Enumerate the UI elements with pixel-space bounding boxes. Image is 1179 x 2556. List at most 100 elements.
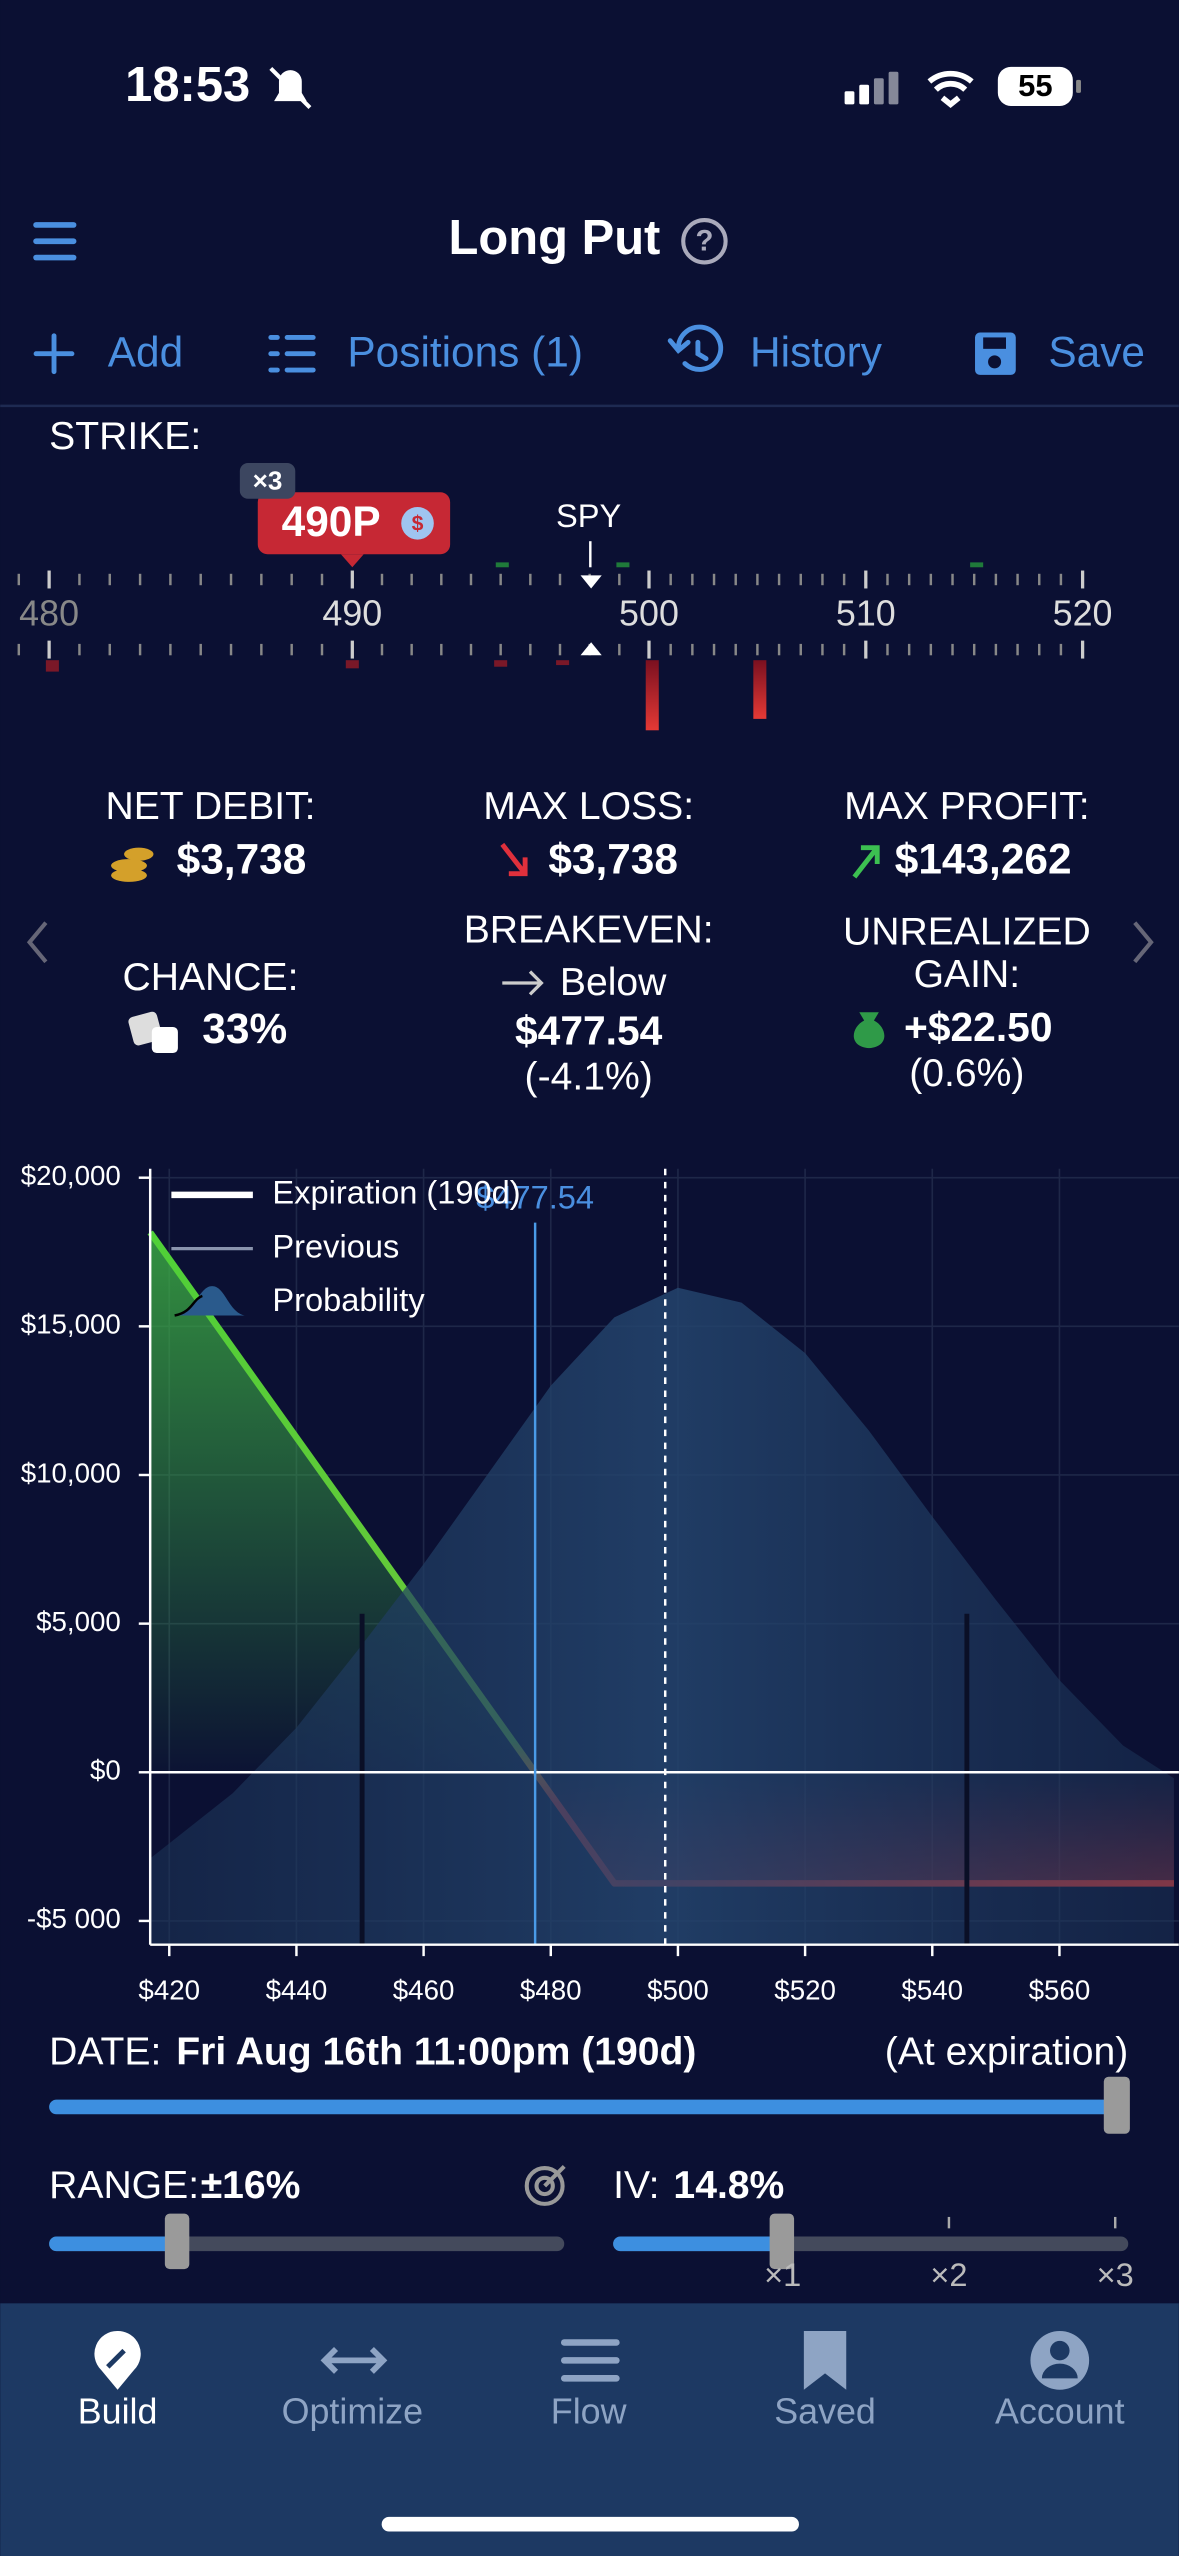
save-icon[interactable] [975,332,1016,375]
range-label: RANGE: [49,2164,199,2207]
date-slider-track[interactable] [49,2099,1117,2115]
battery-tip [1076,79,1081,93]
menu-button[interactable] [33,222,77,261]
profit-arrow [852,845,880,879]
prev-arrow[interactable] [26,921,48,964]
toolbar-positions[interactable]: Positions (1) [347,329,583,376]
loss-arrow [500,842,528,877]
history-icon[interactable] [667,324,724,372]
stat-label: GAIN: [914,953,1020,996]
iv-tick-label: ×3 [1097,2256,1134,2293]
battery-level: 55 [1018,68,1052,103]
home-indicator [381,2516,799,2532]
x-tick-label: $480 [520,1974,582,2005]
iv-value: 14.8% [673,2164,784,2207]
open-interest-marks [45,660,570,672]
x-tick-label: $420 [138,1974,200,2005]
tab-saved[interactable]: Saved [774,2392,876,2432]
dice-icon [128,1011,178,1054]
legend-label: Expiration (190d) [272,1173,520,1210]
target-icon[interactable] [524,2164,566,2206]
mute-icon [269,67,312,110]
stat-label: BREAKEVEN: [464,909,714,952]
build-icon[interactable] [94,2331,141,2390]
date-label: DATE: [49,2030,161,2073]
range-slider-fill [49,2236,177,2252]
multiplier-badge [239,462,296,499]
help-icon[interactable]: ? [695,225,713,258]
stat-label: UNREALIZED [843,910,1091,953]
tab-build[interactable]: Build [78,2392,158,2432]
multiplier: ×3 [253,465,283,495]
ruler-tick-label: 490 [322,594,382,634]
optimize-icon[interactable] [320,2346,388,2374]
range-value: ±16% [201,2164,301,2207]
stat-value: $477.54 [515,1007,663,1053]
page-title: Long Put [449,211,661,265]
legend-label: Probability [272,1281,425,1318]
breakeven-direction: Below [560,961,667,1004]
open-interest-marks [495,562,984,568]
ruler-tick-label: 480 [19,594,79,634]
strike-label: STRIKE: [49,415,201,458]
date-slider-thumb[interactable] [1103,2076,1130,2134]
tab-flow[interactable]: Flow [551,2392,627,2432]
tab-optimize[interactable]: Optimize [282,2392,423,2432]
legend-swatch [174,1294,203,1317]
money-bag-icon [853,1012,885,1049]
position-badge[interactable]: 490P $ [257,492,451,568]
legend-swatch [174,1286,245,1316]
svg-text:$: $ [412,512,424,535]
iv-slider-fill [613,2236,782,2252]
coins-icon [111,847,154,882]
status-time: 18:53 [125,58,250,112]
position-label[interactable]: 490P [282,498,381,545]
x-tick-label: $500 [647,1974,709,2005]
ruler-tick-label: 520 [1053,594,1113,634]
x-tick-label: $560 [1029,1974,1091,2005]
stat-change: (-4.1%) [525,1055,653,1098]
iv-slider-thumb[interactable] [769,2213,795,2270]
toolbar-save[interactable]: Save [1048,329,1145,376]
positions-icon[interactable] [268,334,316,373]
date-value: Fri Aug 16th 11:00pm (190d) [176,2030,696,2073]
open-interest-bar [645,660,659,731]
open-interest-bar [753,660,767,719]
toolbar-history[interactable]: History [750,329,883,376]
saved-icon[interactable] [803,2331,847,2390]
payoff-chart[interactable]: $477.54 -$5 000 $0 $5,000 $10,000 $15,000 $20,… [21,1160,1179,2005]
legend-label: Previous [272,1227,399,1264]
range-slider-thumb[interactable] [164,2213,190,2270]
breakeven-arrow [502,970,544,996]
add-icon[interactable] [33,333,75,375]
toolbar-add[interactable]: Add [108,329,183,376]
iv-tick-label: ×1 [764,2256,801,2293]
x-tick-label: $440 [266,1974,328,2005]
stat-value: +$22.50 [904,1004,1052,1050]
x-tick-label: $520 [774,1974,836,2005]
flow-icon[interactable] [560,2339,620,2382]
date-note: (At expiration) [885,2030,1128,2073]
tab-account[interactable]: Account [995,2392,1125,2432]
underlying-label: SPY [556,497,621,534]
iv-tick-label: ×2 [930,2256,967,2293]
stat-label: CHANCE: [122,956,298,999]
stat-value: $3,738 [177,836,307,883]
iv-label: IV: [613,2164,659,2207]
y-tick-label: $5,000 [36,1606,121,1637]
x-tick-label: $540 [901,1974,963,2005]
stat-value: 33% [202,1005,287,1052]
help-circle[interactable] [681,218,728,265]
signal-icon [844,71,899,105]
account-icon[interactable] [1030,2331,1090,2390]
ruler-tick-label: 510 [836,594,896,634]
y-tick-label: $10,000 [21,1457,121,1488]
y-tick-label: -$5 000 [27,1903,121,1934]
y-tick-label: $15,000 [21,1309,121,1340]
next-arrow[interactable] [1133,921,1154,964]
strike-ruler[interactable]: 480 490 500 510 520 [0,570,1113,659]
y-tick-label: $0 [90,1755,121,1786]
